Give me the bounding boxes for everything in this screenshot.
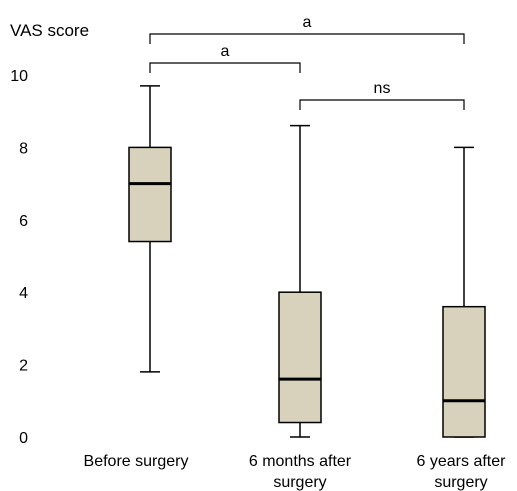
significance-brackets: a a ns	[149, 14, 465, 110]
y-axis-label: VAS score	[10, 21, 89, 40]
significance-bracket	[149, 33, 465, 44]
y-tick-label: 2	[19, 358, 28, 375]
significance-label: a	[303, 14, 312, 31]
box-iqr	[128, 146, 172, 243]
x-tick-label: surgery	[273, 474, 326, 491]
x-tick-label: 6 months after	[249, 453, 352, 470]
y-axis-ticks: 0 2 4 6 8 10	[10, 68, 28, 447]
box-iqr	[278, 291, 322, 424]
box-series	[128, 85, 486, 438]
y-tick-label: 10	[10, 68, 28, 85]
box-iqr	[442, 305, 486, 438]
y-tick-label: 8	[19, 140, 28, 157]
x-axis-labels: Before surgery 6 months after surgery 6 yea…	[84, 453, 507, 491]
y-tick-label: 4	[19, 285, 28, 302]
x-tick-label: Before surgery	[84, 453, 189, 470]
box-group	[442, 146, 486, 438]
y-tick-label: 6	[19, 213, 28, 230]
significance-bracket	[149, 62, 301, 73]
box-group	[278, 124, 322, 438]
significance-label: a	[221, 43, 230, 60]
y-tick-label: 0	[19, 430, 28, 447]
x-tick-label: 6 years after	[417, 453, 507, 470]
box-group	[128, 85, 172, 373]
x-tick-label: surgery	[434, 474, 487, 491]
significance-bracket	[299, 99, 465, 110]
significance-label: ns	[374, 80, 391, 97]
